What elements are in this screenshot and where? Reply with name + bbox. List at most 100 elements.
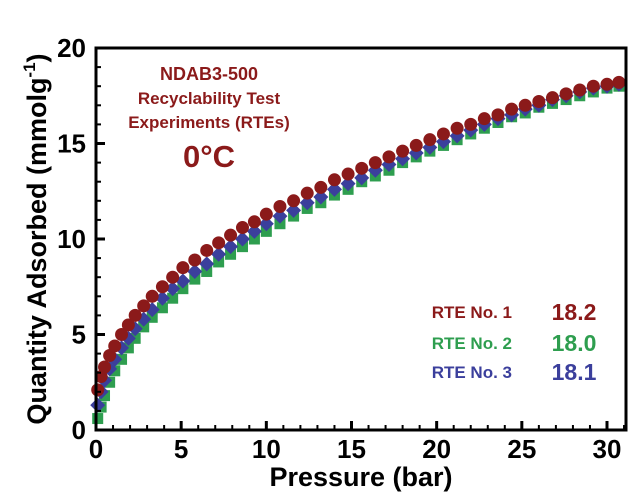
data-point-circle [287, 194, 301, 208]
x-tick-label: 25 [507, 434, 536, 464]
data-point-circle [128, 308, 142, 322]
data-point-circle [314, 180, 328, 194]
data-point-circle [98, 360, 112, 374]
data-point-square [225, 248, 237, 260]
y-tick-label: 20 [57, 33, 86, 63]
y-tick-label: 10 [57, 224, 86, 254]
data-point-diamond [165, 281, 181, 297]
legend-series-name: RTE No. 1 [432, 303, 512, 322]
data-point-circle [224, 228, 238, 242]
data-point-circle [137, 299, 151, 313]
data-point-square [177, 283, 189, 295]
data-point-diamond [211, 246, 227, 262]
y-axis-title-superscript: -1 [20, 62, 39, 77]
annotation-sample: NDAB3-500 [160, 64, 258, 84]
data-point-circle [612, 75, 626, 89]
data-point-diamond [299, 195, 315, 211]
data-point-diamond [340, 176, 356, 192]
data-point-diamond [313, 189, 329, 205]
data-point-square [236, 241, 248, 253]
data-point-circle [423, 133, 437, 147]
data-point-circle [188, 253, 202, 267]
data-point-diamond [199, 256, 215, 272]
data-point-circle [115, 328, 129, 341]
data-point-diamond [90, 397, 106, 413]
data-point-diamond [246, 223, 262, 239]
data-point-circle [368, 156, 382, 170]
data-point-square [274, 218, 286, 230]
data-point-square [260, 225, 272, 237]
data-point-circle [409, 138, 423, 152]
data-point-circle [532, 94, 546, 108]
legend-series-value: 18.0 [552, 330, 597, 356]
y-axis-title-main: Quantity Adsorbed (mmolg [22, 78, 52, 425]
data-point-circle [600, 77, 614, 91]
data-point-circle [212, 236, 226, 250]
data-point-circle [396, 144, 410, 158]
legend-series-value: 18.1 [552, 359, 597, 385]
data-point-circle [121, 318, 135, 332]
data-point-diamond [326, 181, 342, 197]
data-point-square [189, 273, 201, 285]
data-point-circle [103, 349, 117, 363]
data-point-diamond [286, 202, 302, 218]
x-axis-title: Pressure (bar) [269, 462, 452, 492]
data-point-circle [300, 186, 314, 200]
y-tick-label: 15 [57, 129, 86, 159]
x-tick-label: 15 [337, 434, 366, 464]
data-point-circle [327, 173, 341, 187]
data-point-circle [518, 98, 532, 112]
data-point-circle [200, 243, 214, 257]
data-point-circle [91, 383, 105, 397]
data-point-square [156, 302, 168, 314]
data-point-square [248, 233, 260, 245]
data-point-circle [491, 108, 505, 122]
data-point-circle [235, 221, 249, 235]
data-point-diamond [187, 263, 203, 279]
data-point-diamond [258, 216, 274, 232]
data-point-square [201, 265, 213, 277]
annotation-test-name: Recyclability Test [138, 89, 281, 108]
data-point-square [92, 413, 104, 425]
data-point-circle [382, 150, 396, 164]
data-point-square [146, 311, 158, 323]
data-point-circle [450, 121, 464, 135]
data-point-circle [341, 167, 355, 181]
x-tick-label: 10 [252, 434, 281, 464]
data-point-circle [559, 87, 573, 101]
y-tick-label: 5 [72, 320, 86, 350]
data-point-circle [436, 127, 450, 141]
axis-tick-labels: 0 5 10 15 20 25 30 0 5 10 15 20 [57, 33, 621, 464]
data-point-square [138, 321, 150, 333]
x-tick-label: 20 [422, 434, 451, 464]
data-point-square [213, 256, 225, 268]
data-point-circle [259, 207, 273, 221]
data-point-circle [155, 280, 169, 294]
legend: RTE No. 1 18.2 RTE No. 2 18.0 RTE No. 3 18.1 [432, 299, 597, 385]
data-point-circle [545, 91, 559, 105]
data-point-circle [464, 117, 478, 131]
data-marks [90, 75, 627, 425]
x-tick-label: 30 [593, 434, 622, 464]
x-tick-label: 0 [89, 434, 103, 464]
x-tick-label: 5 [174, 434, 188, 464]
series-1-points [91, 75, 626, 397]
data-point-circle [505, 102, 519, 116]
data-point-circle [573, 83, 587, 97]
data-point-diamond [272, 208, 288, 224]
y-axis-title-close: ) [22, 53, 52, 62]
data-point-circle [247, 215, 261, 229]
legend-series-name: RTE No. 3 [432, 363, 512, 382]
data-point-circle [586, 79, 600, 93]
data-point-circle [176, 261, 190, 275]
data-point-diamond [234, 231, 250, 247]
data-point-circle [166, 270, 180, 284]
data-point-diamond [223, 239, 239, 255]
axis-ticks [94, 46, 626, 432]
data-point-diamond [154, 290, 170, 306]
data-point-square [167, 292, 179, 304]
data-point-circle [145, 289, 159, 303]
legend-series-name: RTE No. 2 [432, 334, 512, 353]
annotation-temperature: 0°C [183, 139, 235, 174]
